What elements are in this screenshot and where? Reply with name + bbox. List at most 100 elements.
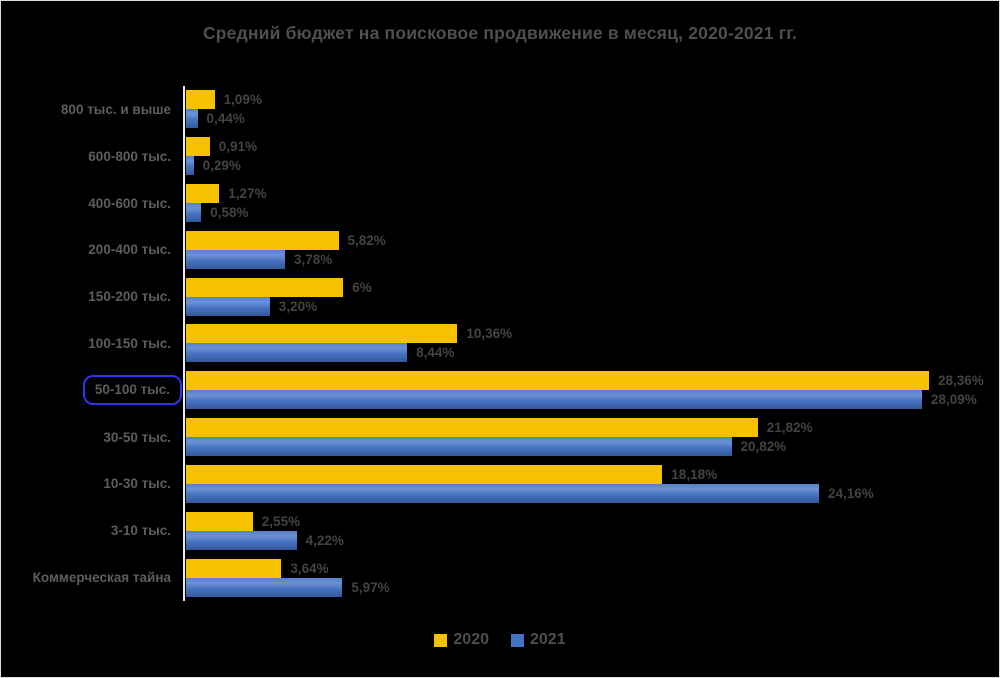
legend-item-2020: 2020 — [434, 631, 489, 649]
bars-cell: 21,82% 20,82% — [184, 418, 999, 457]
value-label-2020: 5,82% — [347, 232, 386, 248]
bars-cell: 0,91% 0,29% — [184, 137, 999, 176]
category-label: 10-30 тыс. — [103, 476, 171, 492]
bar-line-2020: 10,36% — [186, 324, 999, 344]
category-label: 3-10 тыс. — [110, 523, 171, 539]
chart-row: Коммерческая тайна 3,64% 5,97% — [1, 554, 999, 601]
chart-row: 600-800 тыс. 0,91% 0,29% — [1, 133, 999, 180]
bar-line-2020: 0,91% — [186, 137, 999, 157]
bar-2020 — [186, 277, 344, 297]
bars-cell: 10,36% 8,44% — [184, 324, 999, 363]
value-label-2020: 6% — [352, 279, 372, 295]
bar-line-2020: 5,82% — [186, 230, 999, 250]
bar-line-2020: 18,18% — [186, 464, 999, 484]
bar-line-2021: 0,29% — [186, 156, 999, 176]
chart-row: 800 тыс. и выше 1,09% 0,44% — [1, 86, 999, 133]
bar-2020 — [186, 90, 215, 110]
category-label: 30-50 тыс. — [103, 429, 171, 445]
value-label-2021: 20,82% — [740, 439, 787, 455]
category-label: 50-100 тыс. — [1, 375, 184, 406]
value-label-2021: 0,44% — [206, 111, 245, 127]
bars-cell: 6% 3,20% — [184, 277, 999, 316]
bar-2021 — [186, 437, 732, 457]
y-axis-line — [183, 86, 185, 601]
value-label-2021: 28,09% — [931, 392, 977, 408]
value-label-2020: 10,36% — [466, 326, 513, 342]
chart-row: 150-200 тыс. 6% 3,20% — [1, 273, 999, 320]
value-label-2021: 3,20% — [278, 298, 318, 314]
bar-line-2020: 21,82% — [186, 418, 999, 438]
plot-area: 800 тыс. и выше 1,09% 0,44% 600-800 тыс. 0,9… — [1, 86, 999, 601]
bar-line-2021: 3,78% — [186, 249, 999, 269]
bar-2021 — [186, 390, 922, 410]
value-label-2020: 21,82% — [766, 420, 813, 436]
bar-2021 — [186, 483, 819, 503]
bar-line-2020: 1,27% — [186, 184, 999, 204]
chart-row: 100-150 тыс. 10,36% 8,44% — [1, 320, 999, 367]
bar-line-2021: 8,44% — [186, 343, 999, 363]
value-label-2021: 4,22% — [305, 532, 344, 548]
value-label-2020: 2,55% — [261, 513, 301, 529]
chart-row: 200-400 тыс. 5,82% 3,78% — [1, 226, 999, 273]
bar-line-2021: 24,16% — [186, 483, 999, 503]
bars-cell: 18,18% 24,16% — [184, 464, 999, 503]
bar-2021 — [186, 249, 285, 269]
bar-line-2021: 0,58% — [186, 203, 999, 223]
bar-2020 — [186, 324, 458, 344]
value-label-2021: 0,58% — [210, 205, 249, 221]
bar-line-2021: 20,82% — [186, 437, 999, 457]
bars-cell: 1,09% 0,44% — [184, 90, 999, 129]
bar-2020 — [186, 137, 210, 157]
bar-2020 — [186, 418, 758, 438]
legend-swatch-2020 — [434, 633, 448, 647]
chart-row: 50-100 тыс. 28,36% 28,09% — [1, 367, 999, 414]
bar-2021 — [186, 577, 343, 597]
bar-2021 — [186, 530, 297, 550]
bar-2021 — [186, 109, 198, 129]
bar-2021 — [186, 343, 408, 363]
value-label-2020: 3,64% — [290, 560, 329, 576]
bar-line-2021: 5,97% — [186, 577, 999, 597]
bars-cell: 5,82% 3,78% — [184, 230, 999, 269]
legend-swatch-2021 — [511, 633, 524, 647]
bar-2021 — [186, 156, 194, 176]
bar-line-2020: 6% — [186, 277, 999, 297]
value-label-2020: 0,91% — [218, 139, 258, 155]
bar-line-2021: 28,09% — [186, 390, 999, 410]
value-label-2020: 28,36% — [938, 373, 984, 389]
chart-row: 10-30 тыс. 18,18% 24,16% — [1, 461, 999, 508]
legend-item-2021: 2021 — [511, 631, 566, 649]
bar-2021 — [186, 203, 202, 223]
bar-line-2021: 3,20% — [186, 296, 999, 316]
bars-cell: 28,36% 28,09% — [184, 371, 999, 410]
value-label-2021: 24,16% — [828, 485, 874, 501]
bar-line-2020: 1,09% — [186, 90, 999, 110]
bar-2020 — [186, 230, 339, 250]
value-label-2021: 3,78% — [294, 251, 333, 267]
bar-line-2021: 4,22% — [186, 530, 999, 550]
bar-line-2021: 0,44% — [186, 109, 999, 129]
bar-2020 — [186, 184, 220, 204]
category-label: 200-400 тыс. — [88, 242, 171, 258]
value-label-2020: 1,27% — [228, 186, 267, 202]
bar-2020 — [186, 371, 929, 391]
bar-2020 — [186, 464, 663, 484]
legend: 2020 2021 — [1, 631, 999, 649]
bar-2020 — [186, 511, 253, 531]
chart-row: 400-600 тыс. 1,27% 0,58% — [1, 180, 999, 227]
bar-rows: 800 тыс. и выше 1,09% 0,44% 600-800 тыс. 0,9… — [1, 86, 999, 601]
chart-title: Средний бюджет на поисковое продвижение … — [202, 23, 798, 43]
chart-row: 30-50 тыс. 21,82% 20,82% — [1, 414, 999, 461]
bars-cell: 3,64% 5,97% — [184, 558, 999, 597]
bars-cell: 1,27% 0,58% — [184, 184, 999, 223]
value-label-2021: 5,97% — [351, 579, 390, 595]
category-label: 150-200 тыс. — [88, 289, 171, 305]
value-label-2021: 8,44% — [416, 345, 455, 361]
bars-cell: 2,55% 4,22% — [184, 511, 999, 550]
bar-line-2020: 2,55% — [186, 511, 999, 531]
category-label: 800 тыс. и выше — [60, 101, 171, 117]
bar-line-2020: 3,64% — [186, 558, 999, 578]
category-label: Коммерческая тайна — [32, 570, 171, 586]
value-label-2020: 18,18% — [671, 466, 718, 482]
bar-2020 — [186, 558, 282, 578]
